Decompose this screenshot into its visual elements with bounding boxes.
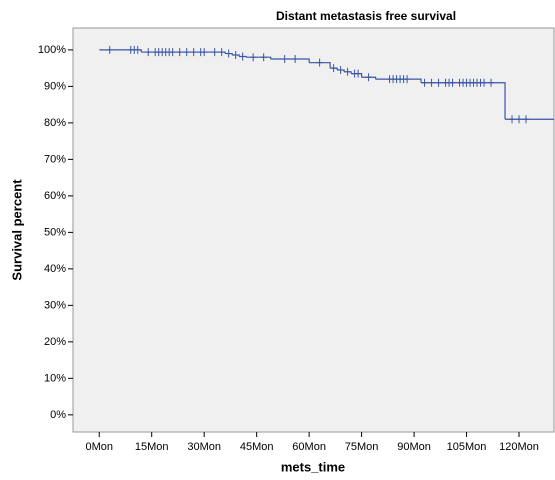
censor-mark [211, 48, 218, 57]
censor-mark [509, 115, 516, 124]
censor-mark [201, 48, 208, 57]
y-tick-label: 80% [44, 117, 66, 129]
y-tick-label: 90% [44, 80, 66, 92]
y-tick-label: 0% [50, 409, 66, 421]
censor-mark [523, 115, 530, 124]
censor-mark [190, 48, 197, 57]
censor-mark [239, 52, 246, 61]
censor-mark [281, 55, 288, 64]
survival-step [309, 62, 331, 69]
x-tick-label: 60Mon [292, 441, 326, 453]
censor-mark [250, 53, 257, 62]
survival-step [99, 49, 142, 53]
y-tick-label: 30% [44, 299, 66, 311]
x-tick-label: 120Mon [499, 441, 539, 453]
x-tick-label: 90Mon [397, 441, 431, 453]
y-axis-label: Survival percent [9, 179, 24, 281]
censor-mark [169, 48, 176, 57]
censor-mark [330, 64, 337, 73]
y-tick-label: 10% [44, 372, 66, 384]
y-tick-label: 100% [38, 44, 66, 56]
censor-mark [218, 48, 225, 57]
y-tick-label: 20% [44, 336, 66, 348]
censor-mark [260, 53, 267, 62]
censor-mark [404, 75, 411, 84]
x-tick-label: 0Mon [85, 441, 113, 453]
censor-mark [449, 78, 456, 87]
censor-mark [145, 48, 152, 57]
y-tick-label: 40% [44, 263, 66, 275]
chart-title: Distant metastasis free survival [276, 9, 456, 23]
censor-mark [344, 67, 351, 76]
x-tick-label: 105Mon [447, 441, 487, 453]
censor-mark [516, 115, 523, 124]
censor-mark [481, 78, 488, 87]
censor-mark [428, 78, 435, 87]
censor-mark [365, 73, 372, 82]
censor-mark [355, 69, 362, 78]
y-tick-label: 70% [44, 153, 66, 165]
x-tick-label: 45Mon [240, 441, 274, 453]
x-tick-label: 30Mon [187, 441, 221, 453]
x-axis-label: mets_time [281, 459, 345, 474]
censor-mark [176, 48, 183, 57]
censor-mark [488, 78, 495, 87]
censor-mark [106, 45, 113, 54]
censor-mark [435, 78, 442, 87]
y-tick-label: 50% [44, 226, 66, 238]
censor-mark [292, 55, 299, 64]
y-tick-label: 60% [44, 190, 66, 202]
censor-mark [134, 45, 141, 54]
censor-mark [421, 78, 428, 87]
x-tick-label: 75Mon [345, 441, 379, 453]
x-tick-label: 15Mon [135, 441, 169, 453]
plot-area [72, 27, 555, 433]
censor-mark [225, 49, 232, 58]
censor-mark [316, 58, 323, 67]
censor-mark [183, 48, 190, 57]
censor-mark [232, 51, 239, 60]
censor-mark [337, 65, 344, 74]
